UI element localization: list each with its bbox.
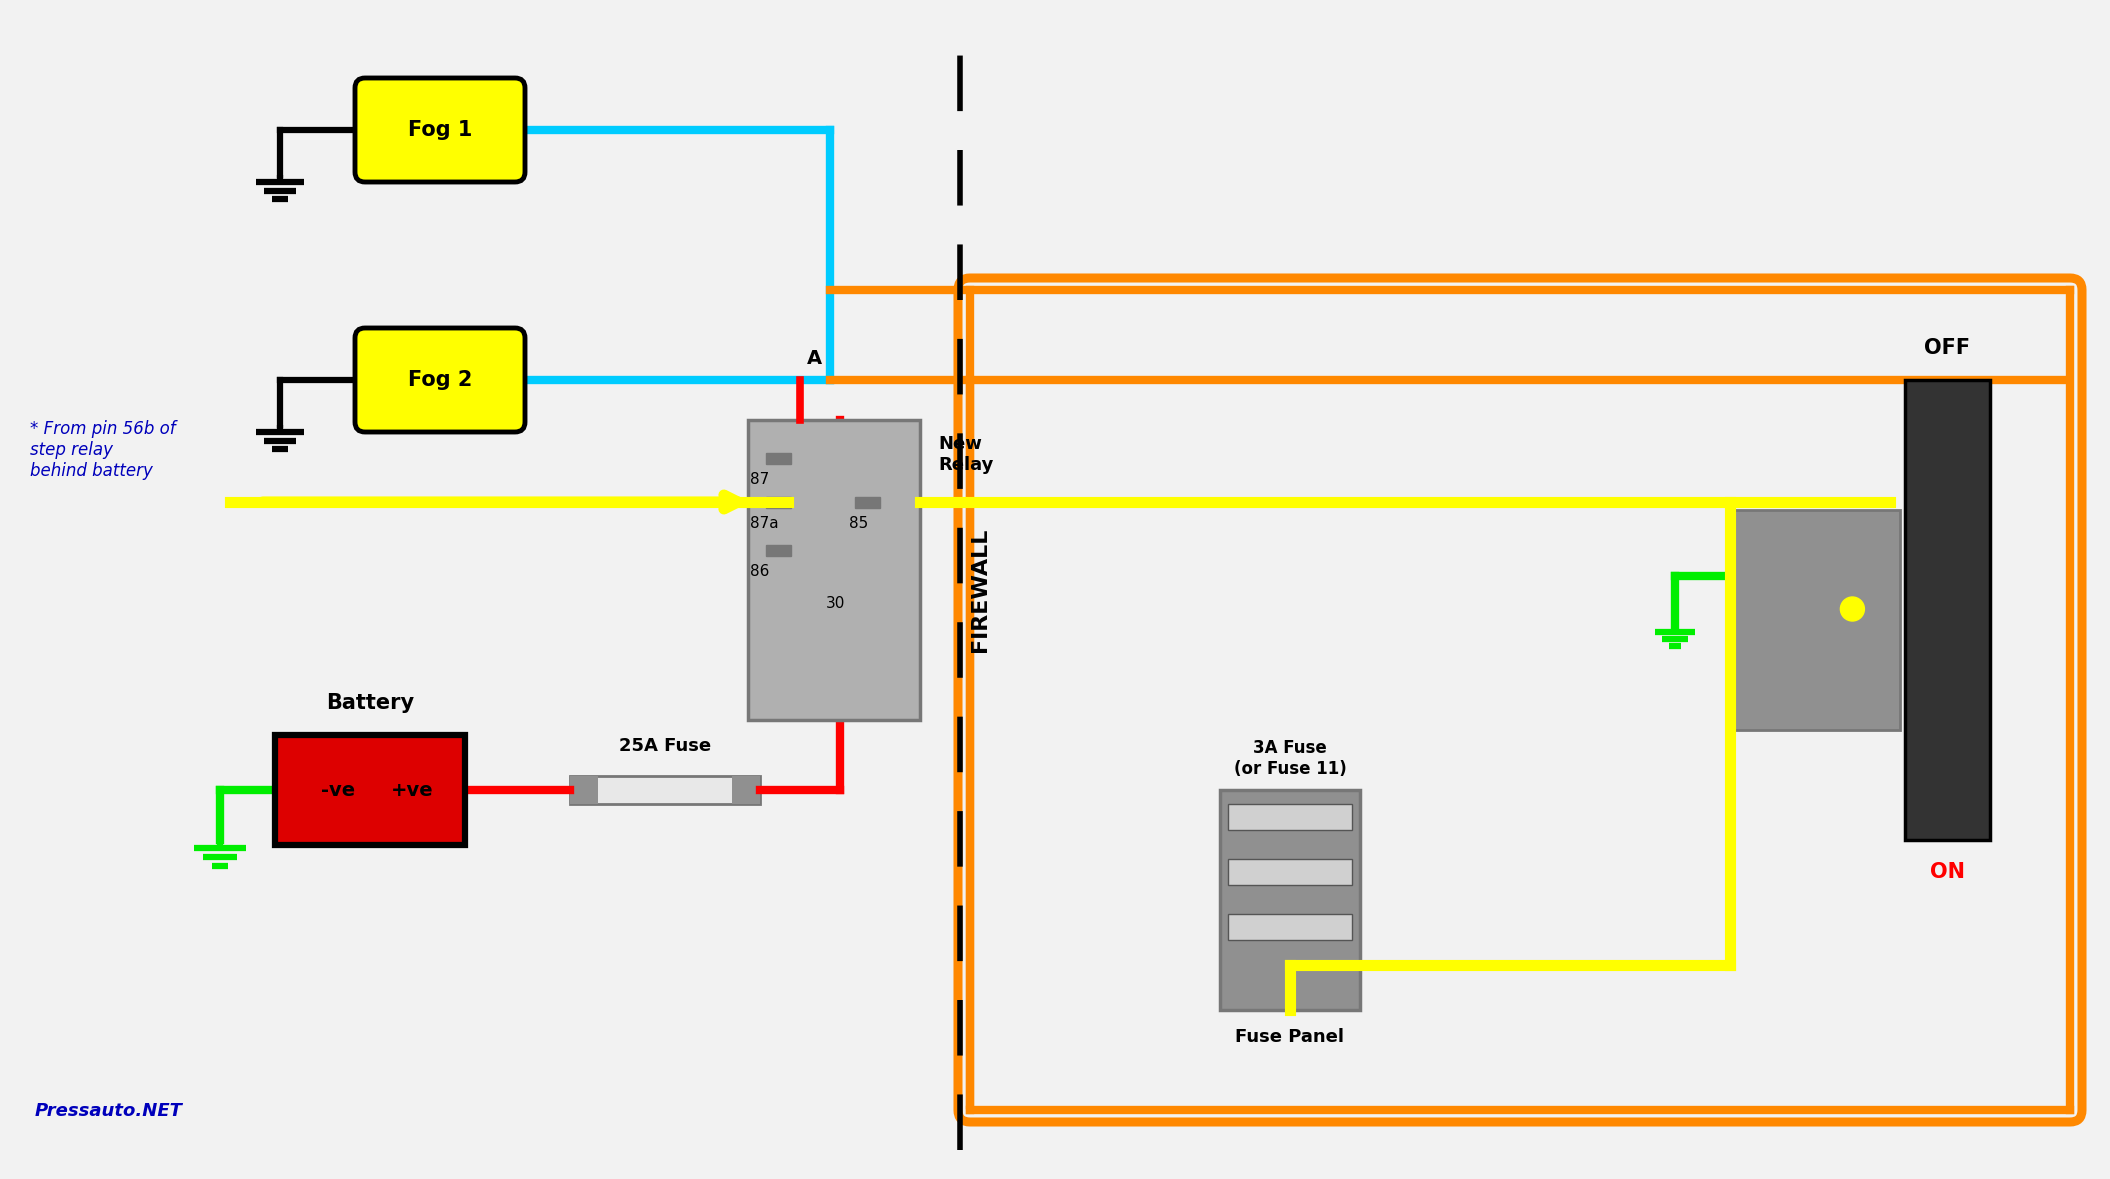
Bar — [749, 420, 920, 720]
Bar — [1228, 859, 1353, 885]
Text: 3A Fuse
(or Fuse 11): 3A Fuse (or Fuse 11) — [1234, 739, 1346, 778]
Bar — [1905, 380, 1990, 839]
Text: Pressauto.NET: Pressauto.NET — [36, 1102, 184, 1120]
Text: +ve: +ve — [390, 780, 433, 799]
Text: FIREWALL: FIREWALL — [971, 528, 990, 652]
Text: 85: 85 — [848, 516, 867, 531]
Text: ON: ON — [1931, 862, 1964, 882]
Text: -ve: -ve — [321, 780, 354, 799]
FancyBboxPatch shape — [354, 78, 525, 182]
Bar — [274, 735, 464, 845]
Bar — [1228, 804, 1353, 830]
Circle shape — [1840, 597, 1865, 621]
Text: 87: 87 — [749, 472, 770, 487]
Text: * From pin 56b of
step relay
behind battery: * From pin 56b of step relay behind batt… — [30, 421, 175, 480]
Bar — [1220, 790, 1361, 1010]
Text: 86: 86 — [749, 564, 770, 579]
Text: A: A — [806, 349, 823, 368]
Bar — [766, 496, 791, 507]
Text: OFF: OFF — [1924, 338, 1971, 358]
Text: 30: 30 — [825, 597, 844, 611]
Text: Fog 1: Fog 1 — [407, 120, 473, 140]
Bar — [570, 776, 597, 804]
Bar — [855, 496, 880, 507]
Text: Battery: Battery — [325, 693, 414, 713]
Text: 25A Fuse: 25A Fuse — [618, 737, 711, 755]
FancyBboxPatch shape — [354, 328, 525, 432]
Bar — [766, 545, 791, 555]
Text: New
Relay: New Relay — [939, 435, 994, 474]
Text: Fog 2: Fog 2 — [407, 370, 473, 390]
Bar — [732, 776, 760, 804]
Bar — [570, 776, 760, 804]
Bar — [1730, 511, 1899, 730]
Bar — [766, 453, 791, 463]
Text: Fuse Panel: Fuse Panel — [1236, 1028, 1344, 1046]
Bar — [1228, 914, 1353, 940]
Text: 87a: 87a — [749, 516, 779, 531]
